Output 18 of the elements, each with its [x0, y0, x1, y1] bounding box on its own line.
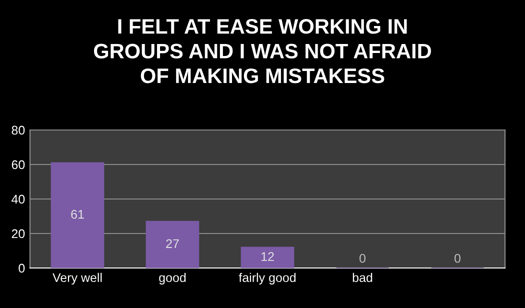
y-tick-label: 20 — [12, 229, 25, 238]
data-label: 27 — [166, 239, 179, 248]
bar — [50, 162, 104, 268]
bar — [240, 246, 294, 268]
y-tick-label: 40 — [12, 194, 25, 204]
y-tick-label: 60 — [12, 160, 25, 170]
x-tick-label: good — [159, 272, 186, 285]
y-tick-label: 80 — [12, 126, 25, 135]
chart-title: I FELT AT EASE WORKING IN GROUPS AND I WAS NOT AFRAID OF MAKING MISTAKESS — [94, 19, 431, 84]
data-label: 0 — [360, 254, 366, 263]
data-label: 12 — [262, 252, 274, 261]
data-label: 61 — [71, 210, 84, 219]
data-label: 0 — [454, 254, 460, 263]
bar — [146, 220, 200, 268]
x-tick-label: Very well — [52, 272, 102, 285]
x-tick-label: fairly good — [238, 272, 296, 285]
y-tick-label: 0 — [18, 264, 25, 273]
x-tick-label: bad — [352, 272, 372, 282]
